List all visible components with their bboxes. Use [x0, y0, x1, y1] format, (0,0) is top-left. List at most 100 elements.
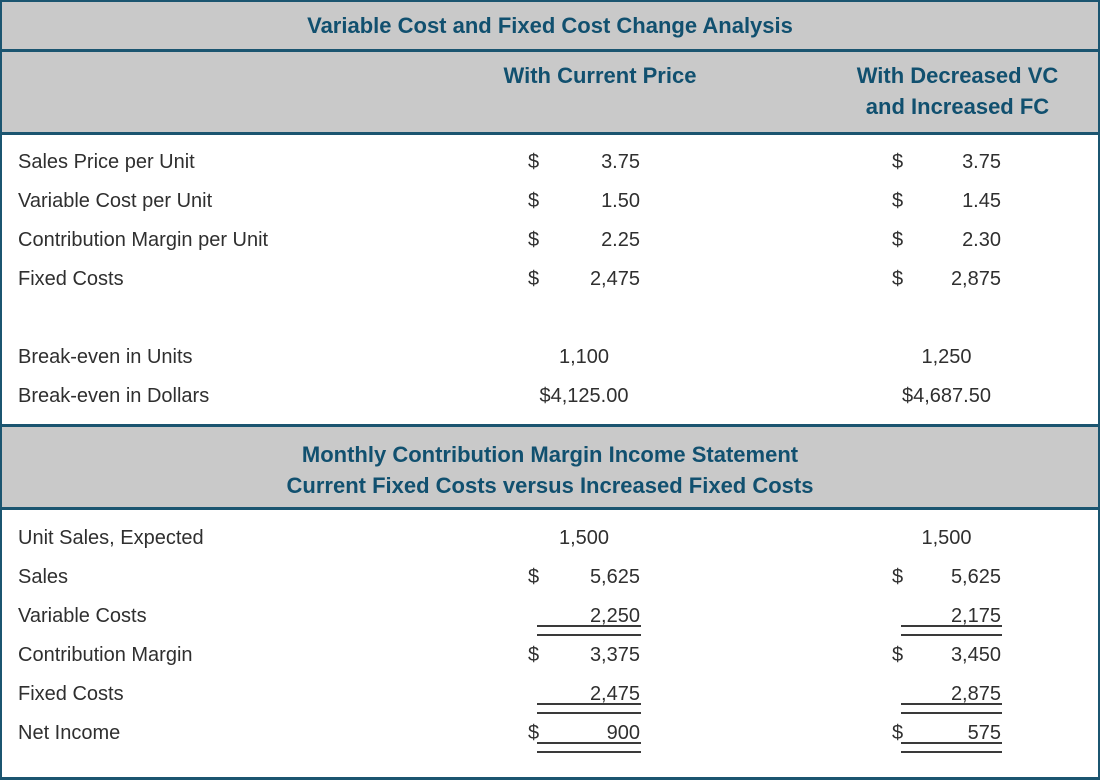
- amount-cell-changed: $ 2,875: [886, 260, 1003, 299]
- dollar-sign: $: [528, 190, 540, 212]
- table-row-break-even-in-units: Break-even in Units 1,100 1,250: [2, 338, 1098, 377]
- dollar-sign: $: [528, 722, 540, 744]
- amount-cell-current: $ 2.25: [522, 221, 642, 260]
- amount-value: 2,475: [589, 268, 640, 290]
- amount-cell-current: $ 2,475: [522, 260, 642, 299]
- row-label: Sales Price per Unit: [18, 151, 195, 173]
- table-row-variable-cost-per-unit: Variable Cost per Unit $ 1.50 $ 1.45: [2, 182, 1098, 221]
- amount-value: 1.50: [601, 190, 640, 212]
- row-label: Fixed Costs: [18, 683, 124, 705]
- amount-cell-current: $4,125.00: [522, 377, 642, 416]
- amount-cell-changed-double-underline: 2,875: [886, 675, 1003, 714]
- dollar-sign: $: [892, 268, 904, 290]
- row-label: Break-even in Units: [18, 346, 193, 368]
- amount-value: 900: [606, 722, 640, 744]
- table-row-variable-costs: Variable Costs 2,250 2,175: [2, 597, 1098, 636]
- amount-value: 2,875: [950, 268, 1001, 290]
- amount-value: 5,625: [950, 566, 1001, 588]
- spacer-row: [2, 299, 1098, 338]
- table-row-unit-sales-expected: Unit Sales, Expected 1,500 1,500: [2, 519, 1098, 558]
- amount-cell-current: $ 1.50: [522, 182, 642, 221]
- amount-cell-current: $ 3.75: [522, 143, 642, 182]
- amount-value: 3,375: [589, 644, 640, 666]
- amount-value: $4,687.50: [902, 385, 991, 407]
- amount-value: 1,100: [558, 346, 610, 368]
- row-label: Variable Cost per Unit: [18, 190, 213, 212]
- dollar-sign: $: [528, 151, 540, 173]
- amount-cell-current: $ 3,375: [522, 636, 642, 675]
- table-row-contribution-margin-per-unit: Contribution Margin per Unit $ 2.25 $ 2.…: [2, 221, 1098, 260]
- amount-value: $4,125.00: [539, 385, 629, 407]
- amount-cell-changed: $ 5,625: [886, 558, 1003, 597]
- amount-cell-current: 1,100: [522, 338, 642, 377]
- amount-cell-current-double-underline: 2,250: [522, 597, 642, 636]
- row-label: Fixed Costs: [18, 268, 124, 290]
- column-header-current-price: With Current Price: [503, 63, 697, 88]
- amount-cell-changed: $ 3.75: [886, 143, 1003, 182]
- amount-value: 575: [967, 722, 1001, 744]
- amount-value: 3.75: [601, 151, 640, 173]
- analysis-section: Sales Price per Unit $ 3.75 $ 3.75 Varia…: [2, 135, 1098, 424]
- dollar-sign: $: [892, 190, 904, 212]
- amount-cell-changed: $ 3,450: [886, 636, 1003, 675]
- amount-cell-current: 1,500: [522, 519, 642, 558]
- row-label: Variable Costs: [18, 605, 147, 627]
- amount-cell-changed: $ 2.30: [886, 221, 1003, 260]
- dollar-sign: $: [892, 722, 904, 744]
- amount-cell-current-double-underline: 2,475: [522, 675, 642, 714]
- dollar-sign: $: [528, 644, 540, 666]
- amount-cell-current: $ 5,625: [522, 558, 642, 597]
- dollar-sign: $: [528, 566, 540, 588]
- column-header-row: With Current Price With Decreased VC and…: [2, 52, 1098, 135]
- row-label: Contribution Margin per Unit: [18, 229, 269, 251]
- amount-value: 5,625: [589, 566, 640, 588]
- amount-cell-changed: $ 1.45: [886, 182, 1003, 221]
- column-header-line-1: With Decreased VC: [856, 63, 1059, 88]
- dollar-sign: $: [528, 268, 540, 290]
- row-label: Sales: [18, 566, 69, 588]
- row-label: Break-even in Dollars: [18, 385, 210, 407]
- amount-cell-changed-double-underline: 2,175: [886, 597, 1003, 636]
- amount-value: 2,875: [950, 683, 1001, 705]
- amount-value: 1.45: [962, 190, 1001, 212]
- amount-value: 1,500: [921, 527, 972, 549]
- amount-value: 2,250: [589, 605, 640, 627]
- column-header-line-2: and Increased FC: [865, 94, 1050, 119]
- amount-cell-changed-double-underline: $ 575: [886, 714, 1003, 753]
- figure-title: Variable Cost and Fixed Cost Change Anal…: [307, 12, 793, 38]
- table-row-contribution-margin: Contribution Margin $ 3,375 $ 3,450: [2, 636, 1098, 675]
- amount-cell-changed: 1,500: [886, 519, 1003, 558]
- table-row-fixed-costs: Fixed Costs $ 2,475 $ 2,875: [2, 260, 1098, 299]
- dollar-sign: $: [528, 229, 540, 251]
- amount-value: 2.25: [601, 229, 640, 251]
- figure-title-bar: Variable Cost and Fixed Cost Change Anal…: [2, 2, 1098, 52]
- dollar-sign: $: [892, 566, 904, 588]
- amount-value: 2,475: [589, 683, 640, 705]
- row-label: Contribution Margin: [18, 644, 193, 666]
- amount-value: 2.30: [962, 229, 1001, 251]
- row-label: Net Income: [18, 722, 121, 744]
- amount-cell-current-double-underline: $ 900: [522, 714, 642, 753]
- amount-cell-changed: $4,687.50: [886, 377, 1003, 416]
- table-row-net-income: Net Income $ 900 $ 575: [2, 714, 1098, 753]
- income-statement-section: Unit Sales, Expected 1,500 1,500 Sales $…: [2, 510, 1098, 753]
- amount-value: 3,450: [950, 644, 1001, 666]
- amount-cell-changed: 1,250: [886, 338, 1003, 377]
- amount-value: 1,250: [921, 346, 972, 368]
- statement-header-line-1: Monthly Contribution Margin Income State…: [301, 442, 799, 467]
- statement-header-bar: Monthly Contribution Margin Income State…: [2, 424, 1098, 510]
- column-header-decreased-vc-increased-fc: With Decreased VC and Increased FC: [835, 60, 1080, 132]
- dollar-sign: $: [892, 151, 904, 173]
- amount-value: 3.75: [962, 151, 1001, 173]
- table-row-sales-price-per-unit: Sales Price per Unit $ 3.75 $ 3.75: [2, 143, 1098, 182]
- amount-value: 1,500: [558, 527, 610, 549]
- table-row-fixed-costs-statement: Fixed Costs 2,475 2,875: [2, 675, 1098, 714]
- amount-value: 2,175: [950, 605, 1001, 627]
- dollar-sign: $: [892, 644, 904, 666]
- table-row-sales: Sales $ 5,625 $ 5,625: [2, 558, 1098, 597]
- row-label: Unit Sales, Expected: [18, 527, 204, 549]
- dollar-sign: $: [892, 229, 904, 251]
- statement-header-line-2: Current Fixed Costs versus Increased Fix…: [286, 473, 814, 498]
- table-row-break-even-in-dollars: Break-even in Dollars $4,125.00 $4,687.5…: [2, 377, 1098, 416]
